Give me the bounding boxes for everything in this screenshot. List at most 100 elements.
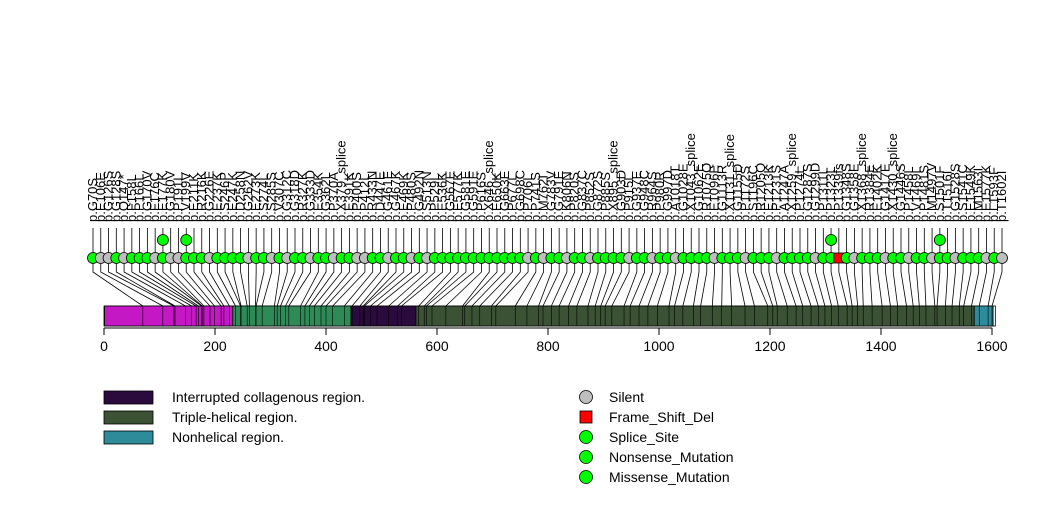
- mutation-stem: [760, 228, 774, 307]
- mutation-label: p.G126S: [101, 170, 116, 222]
- mutation-stem: [807, 228, 819, 307]
- mutation-stem: [693, 228, 700, 307]
- mutation-stem: [908, 228, 914, 307]
- mutation-stem: [146, 228, 199, 307]
- mutation-label: p.X1259_splice: [784, 133, 799, 222]
- mutation-label: p.P885S: [598, 172, 613, 222]
- mutation-stem: [526, 228, 545, 307]
- mutation-markers: [87, 234, 1008, 264]
- mutation-label: p.G1446S: [893, 163, 908, 222]
- mutation-label: p.Q147*: [116, 174, 131, 222]
- mutation-stem: [224, 228, 241, 307]
- mutation-label: p.E1096E: [707, 165, 722, 222]
- mutation-label: p.G461E: [380, 170, 395, 222]
- mutation-label: p.E1549K: [963, 165, 978, 222]
- x-tick-label: 600: [425, 338, 449, 354]
- mutation-stem: [978, 228, 987, 307]
- mutation-stem: [892, 228, 899, 307]
- mutation-stem: [131, 228, 192, 307]
- protein-domain: [350, 305, 417, 327]
- mutation-stem: [426, 228, 467, 307]
- x-tick-label: 1200: [754, 338, 785, 354]
- domain-legend-label: Nonhelical region.: [172, 429, 284, 445]
- mutation-stem: [139, 228, 197, 307]
- mutation-stem: [462, 228, 490, 307]
- mutation-label: p.P1481S: [916, 165, 931, 222]
- mutation-stem: [201, 228, 225, 307]
- mutation-stem: [362, 228, 397, 307]
- mutation-stem: [604, 228, 622, 307]
- mutation-marker-stacked: [933, 234, 946, 246]
- mutation-label: p.V307C: [271, 171, 286, 222]
- mutation-label: p.R964S: [644, 171, 659, 222]
- mutation-label: p.R1075Q: [699, 163, 714, 222]
- mutation-stem: [538, 228, 552, 307]
- mutation-stem: [987, 228, 995, 307]
- mutation-label: p.G128S: [108, 170, 123, 222]
- mutation-label: p.X646_splice: [481, 140, 496, 222]
- mutation-stem: [638, 228, 653, 307]
- mutation-label: p.V1469L: [909, 166, 924, 222]
- mutation-stem: [92, 228, 144, 307]
- domain-legend-swatch: [103, 410, 154, 425]
- domain-legend-swatch: [103, 390, 154, 405]
- mutation-label: p.G937E: [629, 170, 644, 222]
- x-tick-label: 0: [100, 338, 108, 354]
- mutation-label: p.S1501F: [932, 166, 947, 222]
- mutation-stem: [745, 228, 755, 307]
- mutation-stem: [877, 228, 883, 307]
- mutation-label: p.P480S: [404, 172, 419, 222]
- mutation-label: p.G467K: [388, 170, 403, 222]
- mutation-stem: [364, 228, 405, 307]
- mutation-label: p.G997D: [660, 170, 675, 222]
- mutation-stem: [587, 228, 599, 307]
- mutation-stem: [558, 228, 576, 307]
- mutation-label: p.G1358E: [846, 163, 861, 222]
- mutation-stem: [822, 228, 832, 307]
- mutation-stem: [479, 228, 513, 307]
- mutation-stem: [376, 228, 420, 307]
- mutation-legend-label: Splice_Site: [609, 429, 679, 445]
- mutation-stem: [359, 228, 389, 307]
- protein-domain: [104, 305, 234, 327]
- mutation-label: p.R1205Q: [753, 163, 768, 222]
- mutation-stem: [542, 228, 560, 307]
- domain-legend: Interrupted collagenous region. Triple-he…: [103, 389, 365, 445]
- mutation-label: p.T1516I: [940, 171, 955, 222]
- mutation-label: p.P370A: [326, 172, 341, 222]
- mutation-label: p.G318D: [287, 170, 302, 222]
- mutation-label: p.P616S: [473, 172, 488, 222]
- mutation-stem: [123, 228, 186, 307]
- mutation-stem: [320, 228, 350, 307]
- mutation-label: p.X379_splice: [334, 140, 349, 222]
- mutation-stem: [550, 228, 568, 307]
- domain-legend-swatch: [103, 430, 154, 445]
- mutation-label: p.E354K: [310, 172, 325, 222]
- mutation-label: p.G872S: [590, 170, 605, 222]
- mutation-label: p.X1131_splice: [722, 134, 737, 222]
- mutation-label: p.P191L: [170, 174, 185, 222]
- mutation-label: p.X1368_splice: [854, 133, 869, 222]
- mutation-marker-stacked: [157, 234, 169, 246]
- mutation-label: p.K806N: [559, 171, 574, 222]
- mutation-stem: [418, 228, 451, 307]
- mutation-label: p.X1430_splice: [885, 133, 900, 222]
- mutation-label: p.E273K: [248, 172, 263, 222]
- mutation-label: p.G1062E: [691, 163, 706, 222]
- mutation-stem: [261, 228, 273, 307]
- mutation-stem: [900, 228, 907, 307]
- mutation-legend-label: Missense_Mutation: [609, 469, 730, 485]
- x-tick-label: 1400: [865, 338, 896, 354]
- mutation-stem: [869, 228, 873, 307]
- mutation-stem: [240, 228, 248, 307]
- mutation-stem: [963, 228, 972, 307]
- mutation-label: p.P529L: [427, 174, 442, 222]
- mutation-label: p.G837C: [574, 170, 589, 222]
- mutation-label: p.P1458L: [901, 166, 916, 222]
- mutation-label: p.E177K: [155, 172, 170, 222]
- mutation-label: p.G698C: [512, 170, 527, 222]
- mutation-stem: [931, 228, 936, 307]
- mutation-stem: [388, 228, 428, 307]
- mutation-label: p.P677L: [505, 174, 520, 222]
- mutation-type-legend: Silent Frame_Shift_Del Splice_Site Nonsense…: [579, 389, 734, 485]
